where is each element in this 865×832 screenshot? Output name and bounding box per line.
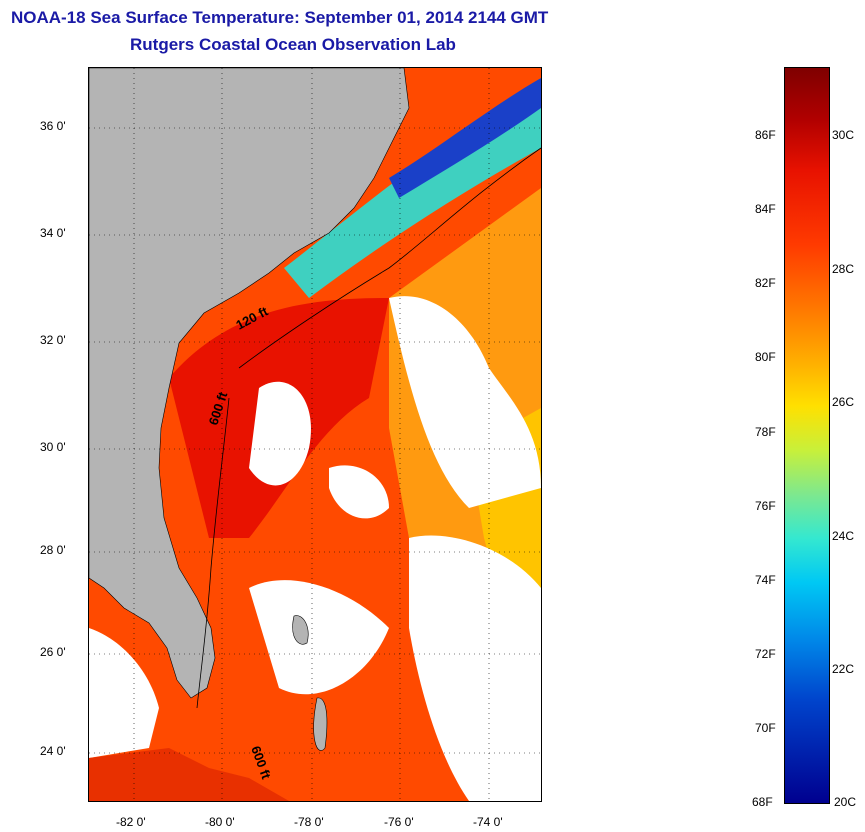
cbar-label-76f: 76F: [755, 499, 776, 513]
cloud-patch-1: [389, 296, 541, 508]
cbar-label-22c: 22C: [832, 662, 855, 676]
contour-120ft: [238, 147, 541, 369]
lat-label-36: 36 0': [40, 119, 66, 133]
cbar-label-28c: 28C: [832, 262, 855, 276]
lat-label-30: 30 0': [40, 440, 66, 454]
cloud-patch-5: [329, 465, 389, 519]
temperature-colorbar: [784, 67, 830, 804]
cloud-patch-2: [249, 381, 311, 486]
land-bahamas-2: [313, 697, 328, 751]
cbar-label-82f: 82F: [755, 276, 776, 290]
cbar-label-74f: 74F: [755, 573, 776, 587]
lon-label-76: -76 0': [384, 815, 414, 829]
cbar-label-78f: 78F: [755, 425, 776, 439]
lon-label-82: -82 0': [116, 815, 146, 829]
lon-label-80: -80 0': [205, 815, 235, 829]
cbar-label-26c: 26C: [832, 395, 855, 409]
land-bahamas-1: [292, 615, 309, 645]
lon-label-74: -74 0': [473, 815, 503, 829]
map-graticule: [89, 68, 541, 801]
map-title: NOAA-18 Sea Surface Temperature: Septemb…: [11, 8, 549, 27]
lon-label-78: -78 0': [294, 815, 324, 829]
cbar-label-24c: 24C: [832, 529, 855, 543]
cbar-label-68f: 68F: [752, 795, 773, 809]
cbar-label-20c: 20C: [834, 795, 857, 809]
cbar-label-72f: 72F: [755, 647, 776, 661]
lat-label-24: 24 0': [40, 744, 66, 758]
contour-600ft: [196, 397, 230, 709]
florida-strait-water: [89, 748, 289, 801]
cbar-label-84f: 84F: [755, 202, 776, 216]
sst-map-canvas: 120 ft 600 ft 600 ft: [89, 68, 541, 801]
sst-map: 120 ft 600 ft 600 ft: [88, 67, 542, 802]
land-us-coast: [89, 68, 410, 699]
cbar-label-70f: 70F: [755, 721, 776, 735]
cloud-patch-3: [409, 535, 541, 801]
map-subtitle: Rutgers Coastal Ocean Observation Lab: [130, 35, 456, 54]
cloud-patch-4: [249, 580, 389, 695]
cloud-patch-6: [89, 628, 159, 758]
cbar-label-30c: 30C: [832, 128, 855, 142]
lat-label-26: 26 0': [40, 645, 66, 659]
cbar-label-80f: 80F: [755, 350, 776, 364]
lat-label-28: 28 0': [40, 543, 66, 557]
cbar-label-86f: 86F: [755, 128, 776, 142]
lat-label-34: 34 0': [40, 226, 66, 240]
nearshore-cold-band: [389, 78, 541, 198]
lat-label-32: 32 0': [40, 333, 66, 347]
